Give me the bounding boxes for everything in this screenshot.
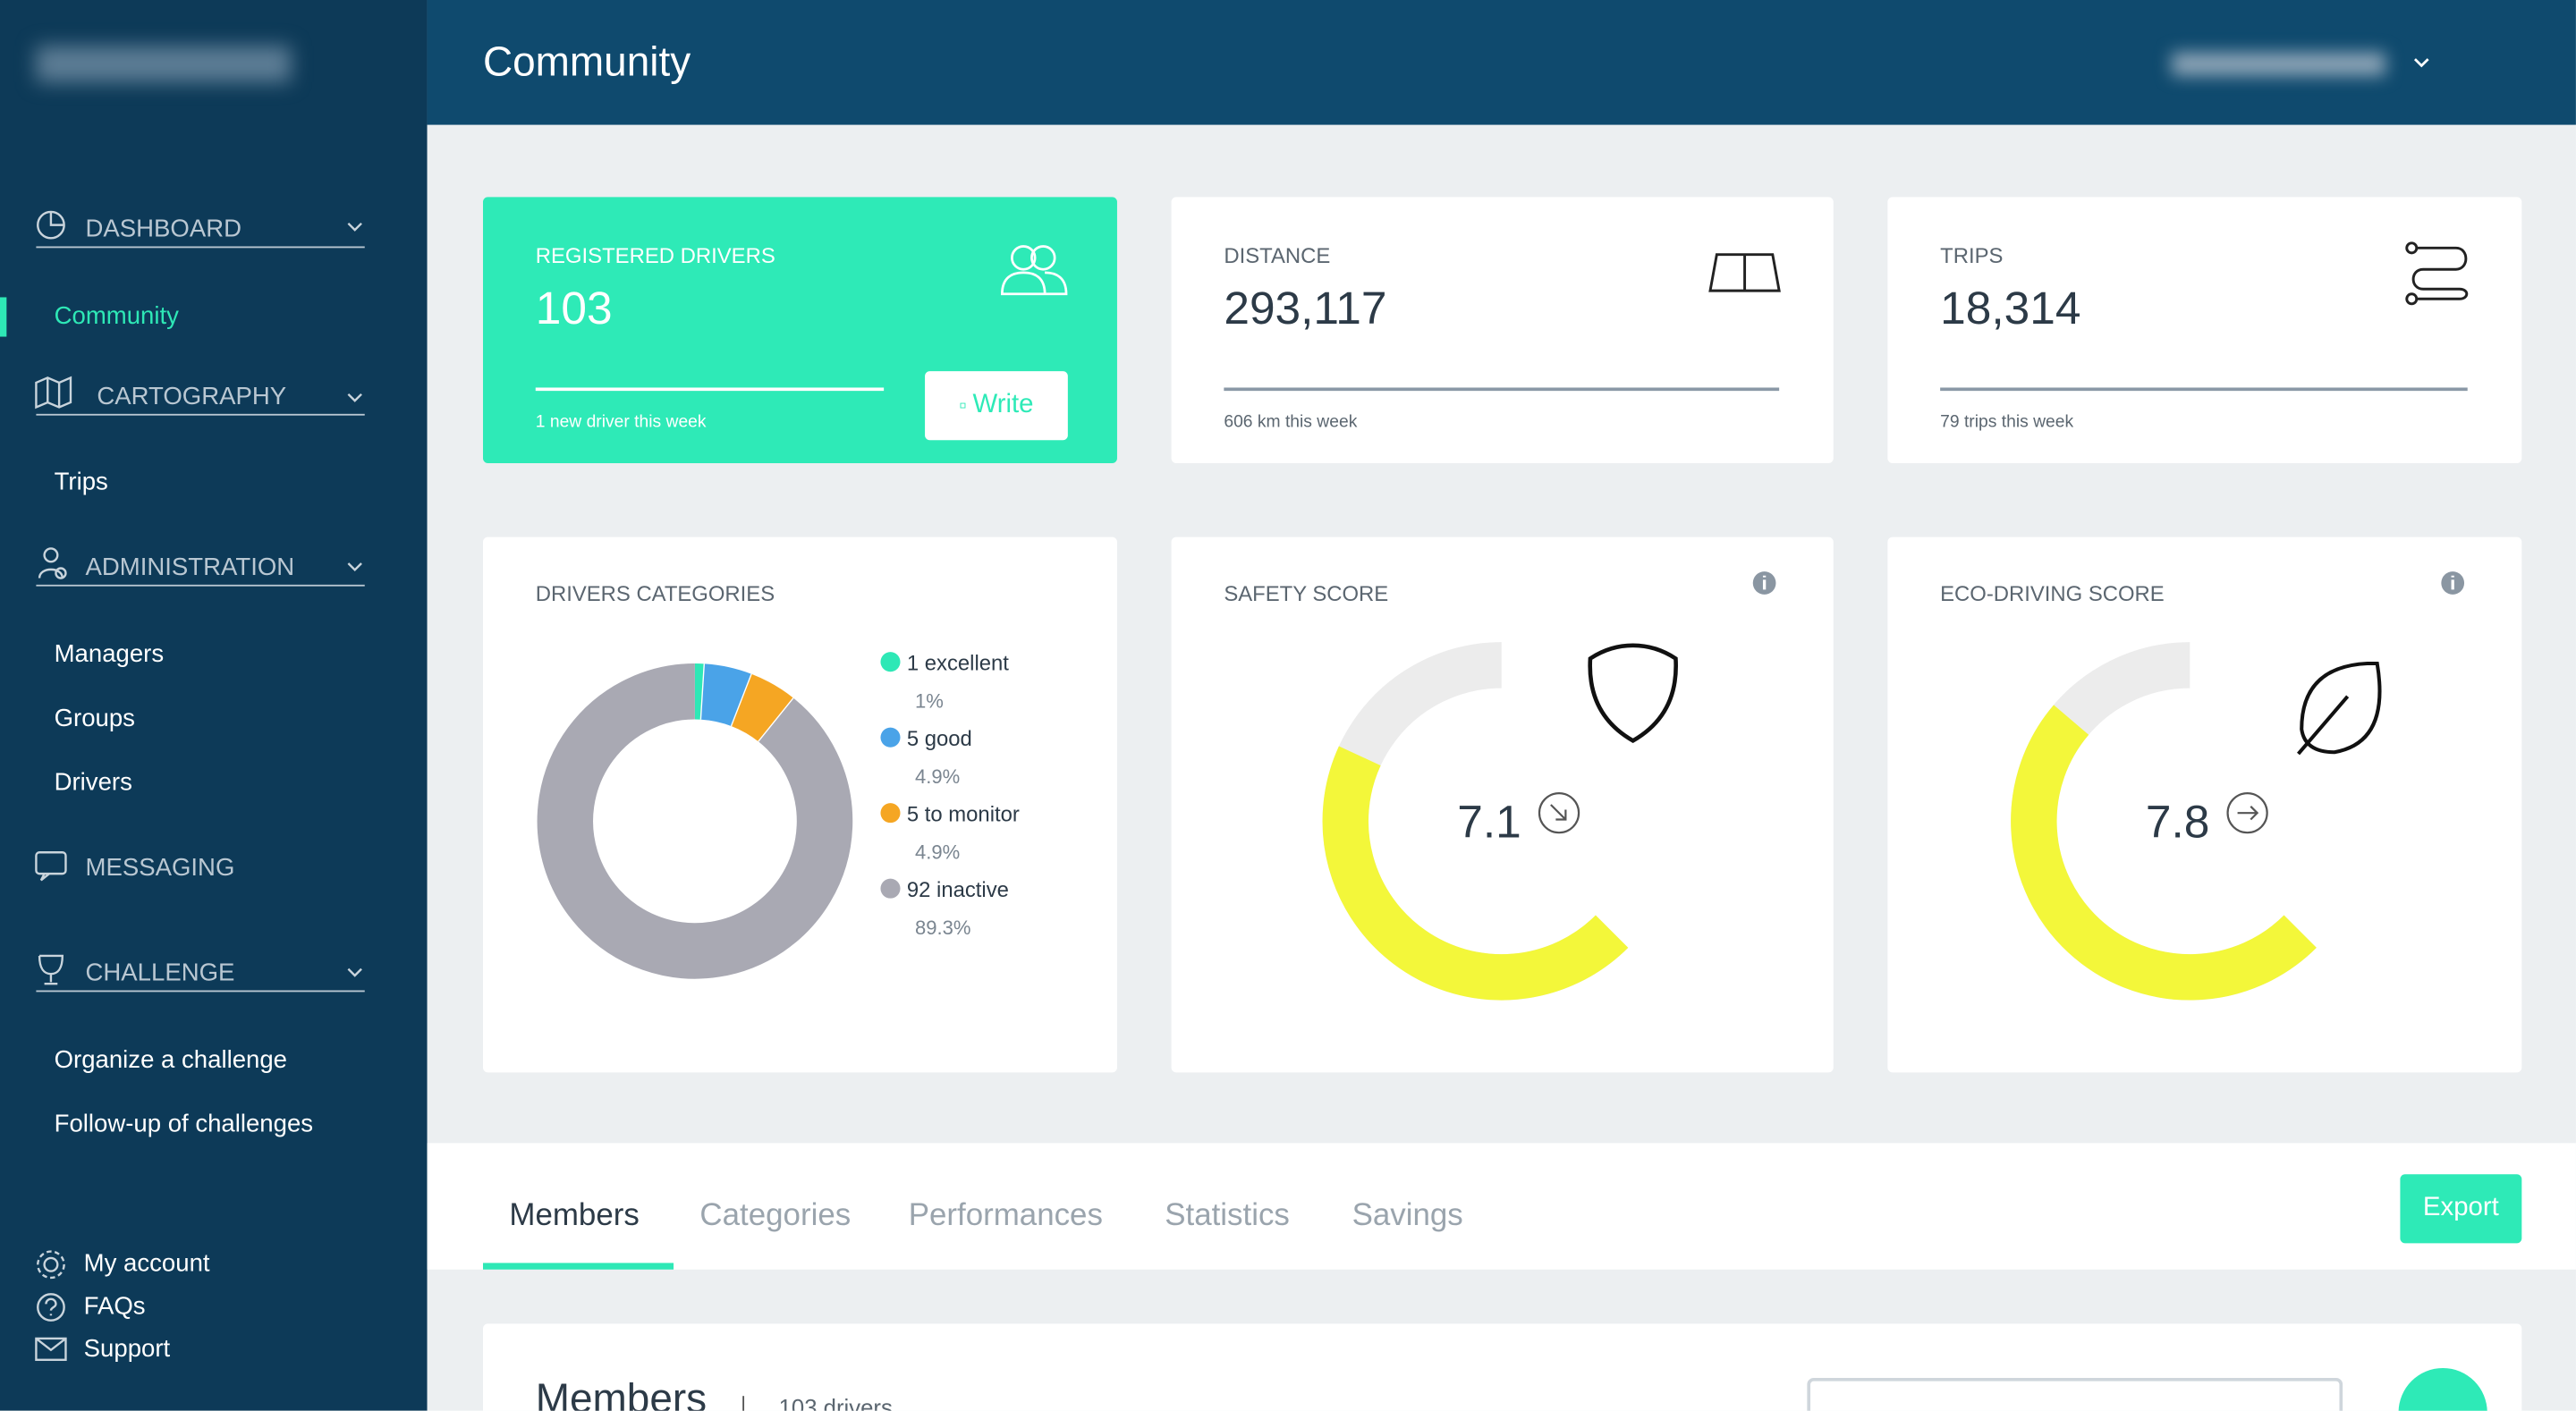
nav-item[interactable]: Follow-up of challenges (54, 1110, 314, 1138)
header: Community (427, 0, 2576, 125)
card-value: 103 (535, 282, 613, 334)
card-value: 18,314 (1940, 282, 2081, 334)
stat-card: REGISTERED DRIVERS 103 1 new driver this… (482, 197, 1117, 463)
tab-active[interactable]: Members (509, 1198, 640, 1234)
legend-swatch (880, 727, 901, 748)
tab[interactable]: Savings (1352, 1198, 1463, 1234)
footer-link[interactable]: Support (83, 1335, 171, 1364)
chevron (2413, 58, 2429, 68)
page-title: Community (482, 39, 691, 86)
legend-swatch (880, 878, 901, 899)
legend-swatch (880, 803, 901, 824)
trend-icon (1538, 792, 1580, 834)
chart-title: ECO-DRIVING SCORE (1940, 582, 2165, 606)
legend-label: 1 excellent (907, 651, 1009, 675)
chart-card: ECO-DRIVING SCORE 7.8 (1887, 537, 2522, 1073)
card-label: TRIPS (1940, 242, 2004, 268)
nav-label: CARTOGRAPHY (97, 382, 287, 411)
legend-value: 4.9% (915, 841, 960, 864)
nav-section[interactable]: MESSAGING (36, 854, 364, 885)
nav-label: CHALLENGE (85, 959, 235, 987)
nav-section[interactable]: DASHBOARD (36, 215, 365, 249)
donut-segment (537, 663, 853, 979)
nav-item[interactable]: Groups (54, 704, 135, 733)
nav-item[interactable]: Drivers (54, 768, 132, 797)
legend-swatch (880, 652, 901, 672)
write-button[interactable]: ▫ Write (925, 371, 1068, 441)
score-value: 7.8 (2146, 796, 2209, 848)
card-value: 293,117 (1224, 282, 1387, 334)
tab-bar (427, 1143, 2576, 1270)
nav-label: MESSAGING (85, 854, 235, 883)
donut-segment (731, 673, 794, 743)
footer-link[interactable]: My account (83, 1249, 210, 1278)
chart-title: DRIVERS CATEGORIES (536, 582, 775, 606)
trend-arrow (2237, 806, 2259, 821)
chart-card: DRIVERS CATEGORIES 1 excellent 1% 5 good 4.9… (482, 537, 1117, 1073)
card-note: 79 trips this week (1940, 412, 2074, 433)
nav-item-active[interactable]: Community (54, 301, 179, 331)
sidebar-icons (35, 210, 362, 1361)
card-label: DISTANCE (1224, 242, 1331, 268)
divider (535, 387, 885, 391)
chart-card: SAFETY SCORE 7.1 (1171, 537, 1834, 1073)
export-button[interactable]: Export (2400, 1174, 2522, 1244)
members-title: Members (535, 1376, 708, 1411)
gauge-value (2011, 705, 2317, 1001)
chart-title: SAFETY SCORE (1224, 582, 1388, 606)
footer-link[interactable]: FAQs (83, 1292, 146, 1321)
donut-segment (700, 663, 752, 727)
nav-label: DASHBOARD (85, 215, 242, 243)
separator (742, 1396, 745, 1411)
tab[interactable]: Performances (908, 1198, 1103, 1234)
legend-value: 1% (915, 690, 944, 713)
trend-icon (2226, 792, 2268, 834)
add-button[interactable] (2398, 1367, 2487, 1411)
button-label: Write (972, 391, 1034, 419)
distance-icon (1708, 253, 1781, 292)
legend-label: 5 good (907, 727, 972, 751)
user-menu[interactable] (2172, 52, 2385, 76)
legend-value: 89.3% (915, 917, 970, 939)
shield-icon (1588, 643, 1678, 743)
logo (36, 46, 292, 82)
nav-section[interactable]: CHALLENGE (36, 959, 365, 993)
divider (1940, 387, 2468, 391)
sidebar: DASHBOARD Community CARTOGRAPHY Trips AD… (0, 0, 428, 1411)
nav-item[interactable]: Managers (54, 640, 165, 669)
card-label: REGISTERED DRIVERS (535, 242, 775, 268)
trend-arrow (1550, 804, 1567, 821)
legend-label: 92 inactive (907, 878, 1009, 902)
donut-chart: DRIVERS CATEGORIES 1 excellent 1% 5 good 4.9… (536, 582, 1020, 979)
nav-item[interactable]: Trips (54, 468, 108, 496)
card-note: 606 km this week (1224, 412, 1358, 433)
leaf-icon (2297, 662, 2382, 756)
gauge-chart: SAFETY SCORE 7.1 (1224, 571, 1776, 1001)
search-input[interactable] (1807, 1377, 2343, 1411)
nav-item[interactable]: Organize a challenge (54, 1045, 287, 1075)
members-panel: Members 103 drivers (482, 1323, 2522, 1411)
active-indicator (0, 297, 7, 337)
gauge-chart: ECO-DRIVING SCORE 7.8 (1940, 571, 2465, 1001)
divider (1224, 387, 1780, 391)
legend-value: 4.9% (915, 765, 960, 788)
stat-card: DISTANCE 293,117 606 km this week (1171, 197, 1834, 463)
legend-label: 5 to monitor (907, 802, 1020, 826)
tab[interactable]: Statistics (1165, 1198, 1290, 1234)
tab[interactable]: Categories (699, 1198, 852, 1234)
card-note: 1 new driver this week (535, 412, 707, 433)
tab-indicator (482, 1263, 674, 1270)
nav-section[interactable]: CARTOGRAPHY (36, 382, 365, 416)
members-count: 103 drivers (778, 1394, 893, 1411)
drivers-icon (1001, 245, 1068, 296)
stat-card: TRIPS 18,314 79 trips this week (1887, 197, 2522, 463)
trips-icon (2405, 241, 2469, 306)
nav-section[interactable]: ADMINISTRATION (36, 553, 365, 587)
score-value: 7.1 (1457, 796, 1521, 848)
gauge-value (1322, 746, 1629, 1001)
nav-label: ADMINISTRATION (85, 553, 295, 582)
